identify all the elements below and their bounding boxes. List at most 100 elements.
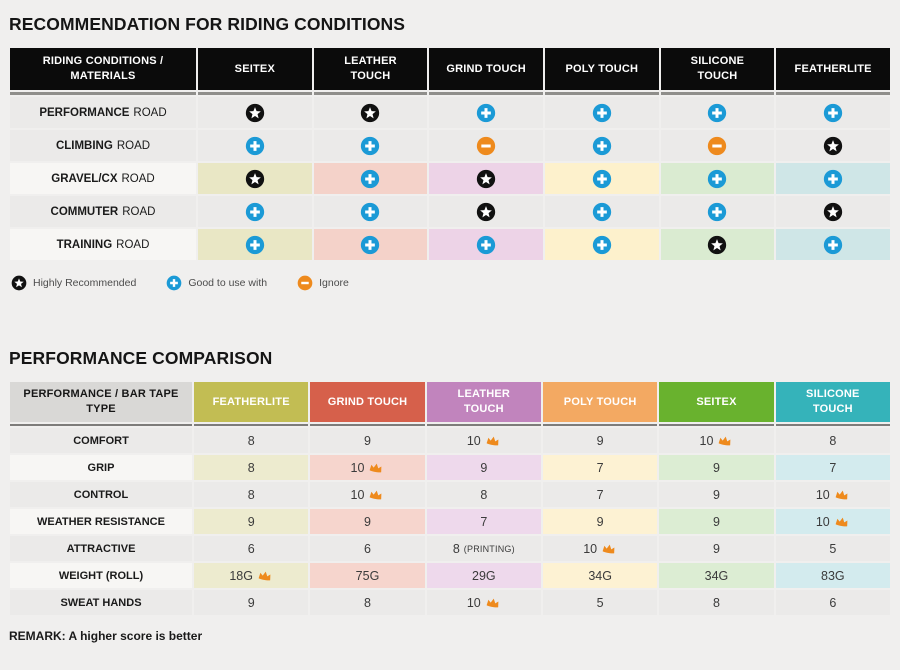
row-label-rest: ROAD	[121, 172, 155, 185]
score-value: 7	[596, 460, 604, 475]
score-value-wrap: 7	[597, 461, 604, 475]
score-value-wrap: 6	[829, 596, 836, 610]
score-cell: 7	[542, 455, 658, 480]
score-cell: 8	[310, 590, 425, 615]
legend-label: Highly Recommended	[33, 277, 137, 289]
rating-cell	[660, 196, 775, 227]
score-value-wrap: 10	[583, 542, 617, 556]
score-cell: 10	[542, 536, 658, 561]
plus-icon	[360, 202, 380, 222]
score-value: 8	[480, 487, 488, 502]
separator-segment	[194, 424, 309, 426]
separator-segment	[10, 424, 192, 426]
score-value-wrap: 8	[480, 488, 487, 502]
score-value-wrap: 8 (PRINTING)	[453, 542, 515, 556]
rating-cell	[544, 196, 659, 227]
score-suffix: (PRINTING)	[463, 543, 515, 554]
separator-segment	[310, 424, 425, 426]
score-value-wrap: 6	[248, 542, 255, 556]
score-value: 34G	[588, 568, 612, 583]
score-value: 6	[247, 541, 255, 556]
rating-cell	[660, 130, 775, 161]
crown-icon	[257, 569, 273, 582]
header-cell-featherlite: FEATHERLITE	[776, 48, 890, 90]
score-value-wrap: 8	[248, 461, 255, 475]
score-value: 10	[583, 541, 598, 556]
performance-comparison-table: PERFORMANCE / BAR TAPE TYPE FEATHERLITE GR…	[8, 380, 892, 617]
score-cell: 9	[194, 590, 309, 615]
plus-icon	[360, 136, 380, 156]
table-row: SWEAT HANDS 9 8 10 5 8 6	[10, 590, 890, 615]
score-cell: 9	[310, 509, 425, 534]
score-cell: 6	[775, 590, 890, 615]
header-cell-grind-touch: GRIND TOUCH	[310, 382, 425, 422]
score-value: 9	[247, 595, 255, 610]
plus-icon	[245, 235, 265, 255]
rating-cell	[198, 229, 312, 260]
table-row: COMMUTER ROAD	[10, 196, 890, 227]
row-label-rest: ROAD	[122, 205, 156, 218]
table-row: ATTRACTIVE 6 6 8 (PRINTING) 10 9 5	[10, 536, 890, 561]
score-cell: 34G	[659, 563, 774, 588]
score-cell: 9	[659, 482, 774, 507]
rating-cell	[429, 229, 543, 260]
score-value: 9	[247, 514, 255, 529]
score-value-wrap: 9	[713, 542, 720, 556]
table-row: GRIP 8 10 9 7 9 7	[10, 455, 890, 480]
score-value-wrap: 10	[467, 596, 501, 610]
rating-cell	[313, 229, 428, 260]
rating-cell	[198, 97, 312, 128]
score-value: 9	[713, 487, 720, 502]
header-cell-materials: RIDING CONDITIONS / MATERIALS	[10, 48, 196, 90]
separator-segment	[429, 92, 543, 95]
riding-conditions-title: RECOMMENDATION FOR RIDING CONDITIONS	[9, 14, 406, 34]
separator-segment	[659, 424, 774, 426]
row-label: PERFORMANCE ROAD	[10, 97, 196, 128]
score-value: 83G	[821, 568, 845, 583]
rating-cell	[544, 130, 659, 161]
row-label: CLIMBING ROAD	[10, 130, 196, 161]
score-cell: 9	[426, 455, 541, 480]
score-value: 10	[699, 433, 714, 448]
performance-comparison-title: PERFORMANCE COMPARISON	[9, 348, 273, 368]
table-row: CONTROL 8 10 8 7 9 10	[10, 482, 890, 507]
rating-cell	[429, 163, 543, 194]
score-cell: 9	[659, 509, 774, 534]
score-value-wrap: 18G	[229, 569, 273, 583]
separator-segment	[660, 92, 775, 95]
score-value: 7	[829, 460, 837, 475]
score-value: 75G	[355, 568, 380, 583]
row-label: CONTROL	[10, 482, 192, 507]
score-value-wrap: 10	[351, 488, 385, 502]
header-cell-poly-touch: POLY TOUCH	[544, 48, 659, 90]
score-cell: 9	[659, 536, 774, 561]
header-separator	[10, 92, 890, 95]
star-icon	[245, 169, 265, 189]
separator-segment	[542, 424, 658, 426]
rating-cell	[776, 97, 890, 128]
row-label: GRIP	[10, 455, 192, 480]
score-value-wrap: 8	[248, 488, 255, 502]
table-row: WEIGHT (ROLL) 18G 75G 29G 34G 34G 83G	[10, 563, 890, 588]
row-label: SWEAT HANDS	[10, 590, 192, 615]
performance-comparison-body: COMFORT 8 9 10 9 10 8 GRIP 8 10 9 7 9 7 CONTROL 8 10 8 7 9 1…	[10, 424, 890, 615]
score-cell: 9	[310, 428, 425, 453]
row-label-rest: ROAD	[133, 106, 167, 119]
score-cell: 9	[659, 455, 774, 480]
separator-segment	[776, 92, 890, 95]
score-cell: 8	[659, 590, 774, 615]
score-value: 10	[350, 460, 365, 475]
score-value-wrap: 75G	[356, 569, 380, 583]
score-cell: 83G	[775, 563, 890, 588]
score-value: 8	[247, 487, 255, 502]
row-label-rest: ROAD	[116, 139, 151, 152]
score-value: 9	[596, 514, 604, 529]
score-cell: 9	[542, 428, 658, 453]
score-value: 8	[713, 595, 720, 610]
score-value: 9	[480, 460, 488, 475]
score-value-wrap: 7	[480, 515, 487, 529]
rating-cell	[313, 163, 428, 194]
score-value: 9	[364, 433, 371, 448]
legend-label: Good to use with	[188, 277, 268, 289]
score-value: 9	[364, 514, 371, 529]
